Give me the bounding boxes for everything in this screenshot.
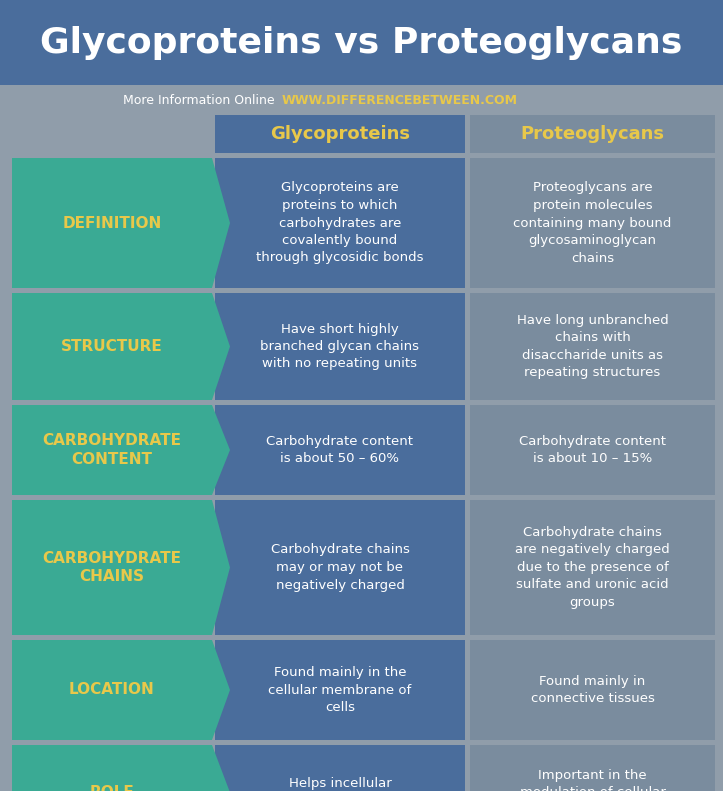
Text: Glycoproteins: Glycoproteins — [270, 125, 410, 143]
FancyBboxPatch shape — [215, 640, 465, 740]
Text: Found mainly in
connective tissues: Found mainly in connective tissues — [531, 675, 654, 706]
FancyBboxPatch shape — [215, 158, 465, 288]
FancyBboxPatch shape — [470, 115, 715, 153]
FancyBboxPatch shape — [215, 115, 465, 153]
FancyBboxPatch shape — [470, 158, 715, 288]
Text: CARBOHYDRATE
CONTENT: CARBOHYDRATE CONTENT — [43, 433, 181, 467]
Text: Proteoglycans: Proteoglycans — [521, 125, 664, 143]
Text: STRUCTURE: STRUCTURE — [61, 339, 163, 354]
Polygon shape — [12, 158, 230, 288]
Polygon shape — [12, 640, 230, 740]
Text: Have long unbranched
chains with
disaccharide units as
repeating structures: Have long unbranched chains with disacch… — [517, 314, 668, 379]
FancyBboxPatch shape — [470, 745, 715, 791]
Text: More Information Online: More Information Online — [123, 93, 275, 107]
Text: Carbohydrate content
is about 50 – 60%: Carbohydrate content is about 50 – 60% — [267, 435, 414, 465]
FancyBboxPatch shape — [470, 640, 715, 740]
FancyBboxPatch shape — [0, 0, 723, 85]
Text: Carbohydrate chains
may or may not be
negatively charged: Carbohydrate chains may or may not be ne… — [270, 543, 409, 592]
Text: Found mainly in the
cellular membrane of
cells: Found mainly in the cellular membrane of… — [268, 666, 411, 714]
Text: DEFINITION: DEFINITION — [62, 215, 162, 230]
Text: Carbohydrate chains
are negatively charged
due to the presence of
sulfate and ur: Carbohydrate chains are negatively charg… — [515, 526, 670, 609]
Polygon shape — [12, 293, 230, 400]
Text: Glycoproteins are
proteins to which
carbohydrates are
covalently bound
through g: Glycoproteins are proteins to which carb… — [256, 181, 424, 264]
Text: Helps incellular
recognition: Helps incellular recognition — [288, 778, 391, 791]
Polygon shape — [12, 405, 230, 495]
Text: CARBOHYDRATE
CHAINS: CARBOHYDRATE CHAINS — [43, 551, 181, 585]
Text: Proteoglycans are
protein molecules
containing many bound
glycosaminoglycan
chai: Proteoglycans are protein molecules cont… — [513, 181, 672, 264]
Polygon shape — [12, 500, 230, 635]
Text: Important in the
modulation of cellular
development processes: Important in the modulation of cellular … — [513, 769, 672, 791]
Polygon shape — [12, 745, 230, 791]
Text: ROLE: ROLE — [90, 785, 134, 791]
Text: WWW.DIFFERENCEBETWEEN.COM: WWW.DIFFERENCEBETWEEN.COM — [282, 93, 518, 107]
FancyBboxPatch shape — [470, 500, 715, 635]
FancyBboxPatch shape — [215, 293, 465, 400]
FancyBboxPatch shape — [0, 85, 723, 115]
FancyBboxPatch shape — [470, 293, 715, 400]
Text: Carbohydrate content
is about 10 – 15%: Carbohydrate content is about 10 – 15% — [519, 435, 666, 465]
Text: Have short highly
branched glycan chains
with no repeating units: Have short highly branched glycan chains… — [260, 323, 419, 370]
FancyBboxPatch shape — [470, 405, 715, 495]
Text: Glycoproteins vs Proteoglycans: Glycoproteins vs Proteoglycans — [40, 25, 683, 59]
FancyBboxPatch shape — [215, 500, 465, 635]
FancyBboxPatch shape — [215, 745, 465, 791]
FancyBboxPatch shape — [215, 405, 465, 495]
Text: LOCATION: LOCATION — [69, 683, 155, 698]
